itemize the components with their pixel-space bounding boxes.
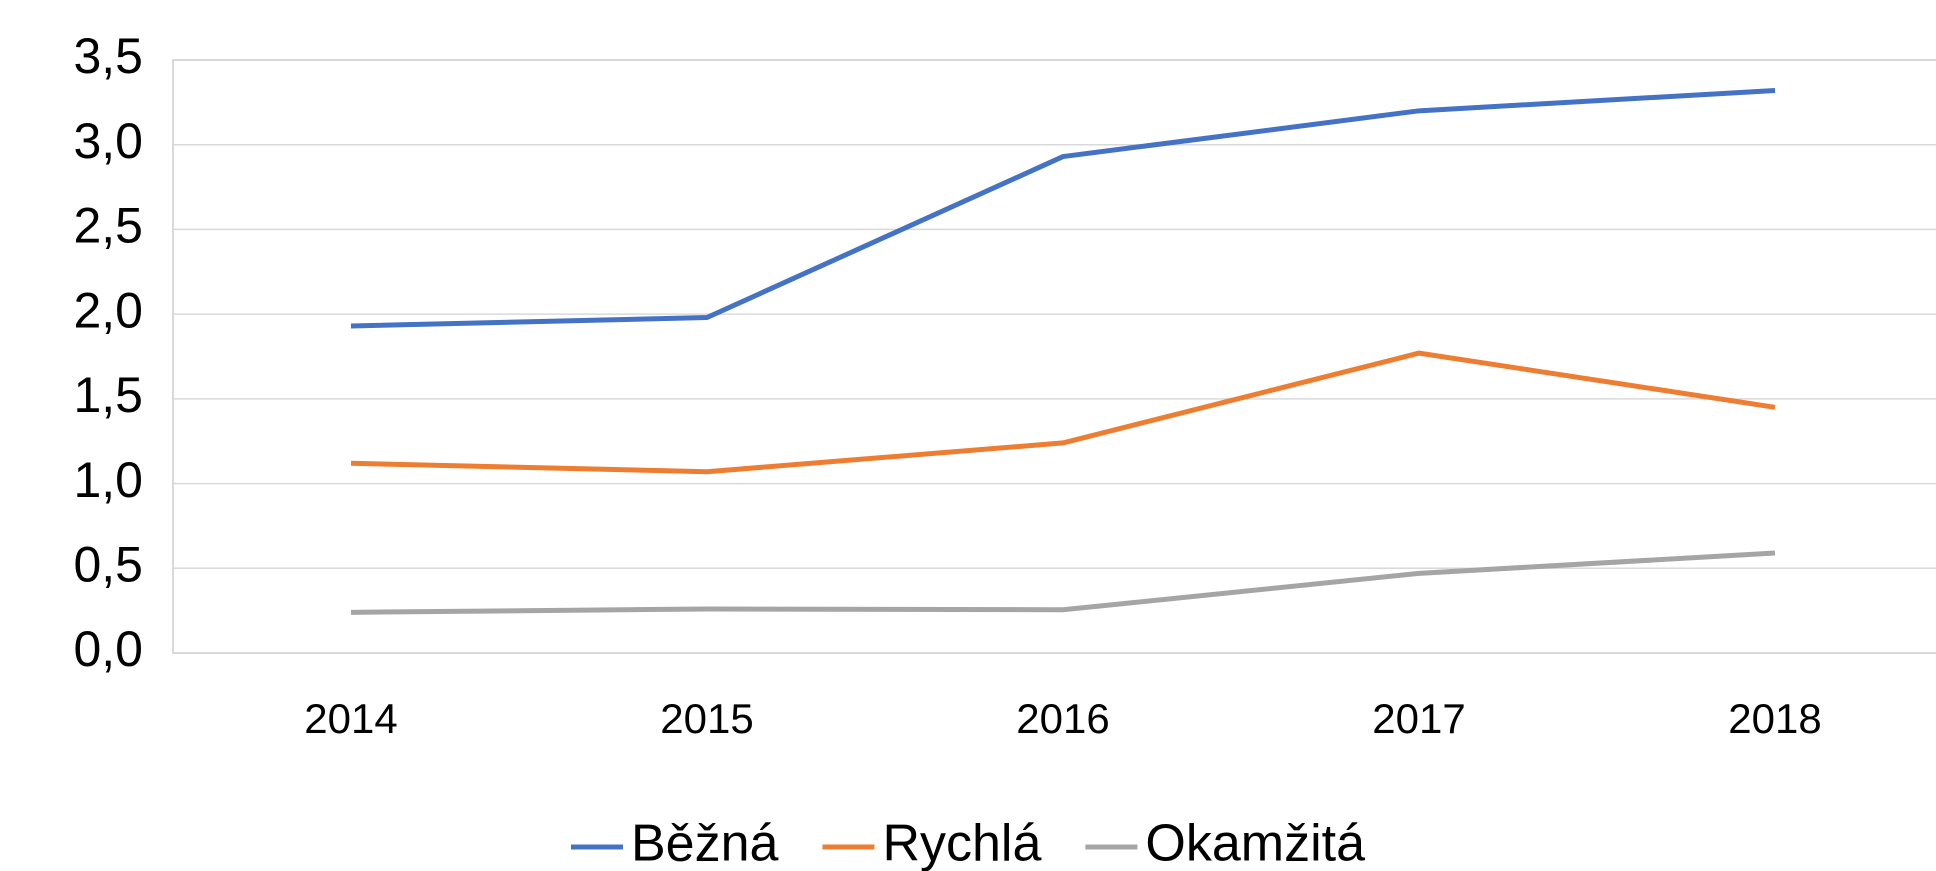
x-tick-label: 2018: [1728, 695, 1821, 742]
x-tick-label: 2015: [660, 695, 753, 742]
x-tick-label: 2014: [304, 695, 397, 742]
x-tick-label: 2016: [1016, 695, 1109, 742]
series-line: [350, 88, 1776, 329]
y-tick-label: 1,0: [73, 452, 143, 508]
legend-label: Okamžitá: [1145, 815, 1365, 871]
series-line: [350, 550, 1776, 615]
series-line: [350, 350, 1776, 475]
y-tick-label: 0,0: [73, 621, 143, 677]
y-tick-label: 1,5: [73, 367, 143, 423]
legend-label: Běžná: [631, 815, 779, 871]
x-tick-label: 2017: [1372, 695, 1465, 742]
y-tick-label: 3,0: [73, 113, 143, 169]
y-tick-label: 2,0: [73, 282, 143, 338]
y-tick-label: 0,5: [73, 536, 143, 592]
y-tick-label: 2,5: [73, 198, 143, 254]
plot-area: [172, 59, 1936, 654]
y-tick-label: 3,5: [73, 28, 143, 84]
legend-label: Rychlá: [882, 815, 1041, 871]
